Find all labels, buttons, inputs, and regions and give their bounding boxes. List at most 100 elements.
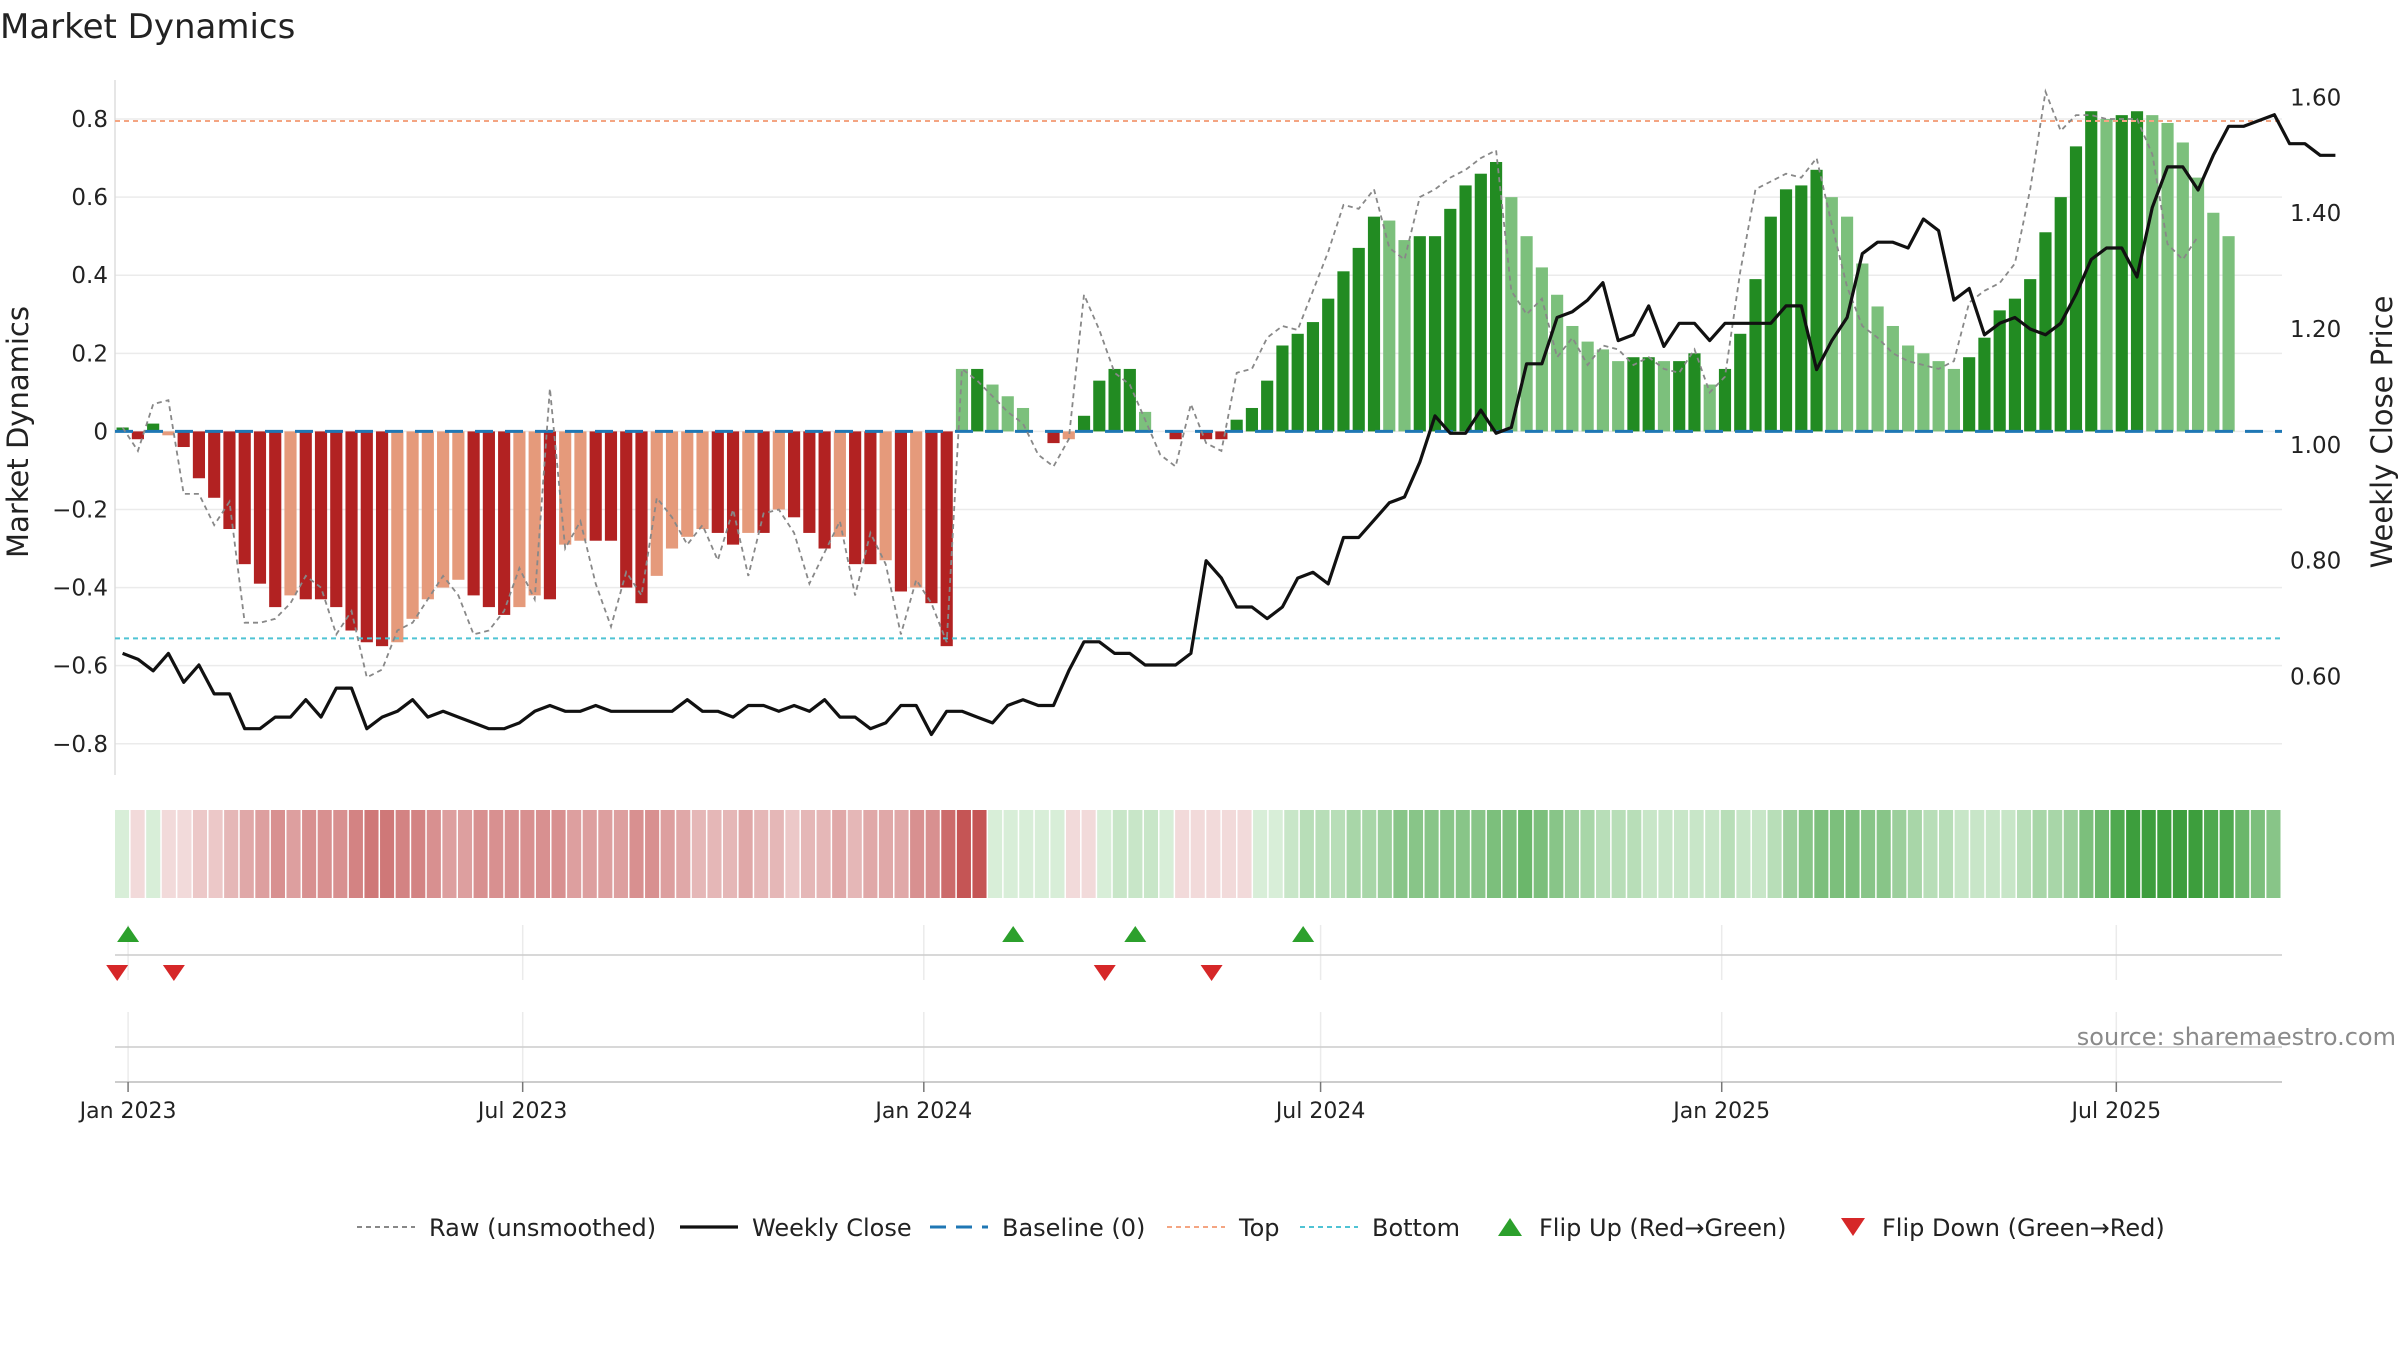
y-left-tick-label: 0.8 (71, 107, 108, 133)
bar (1886, 325, 1899, 432)
ribbon-cell (1003, 810, 1018, 898)
bar (177, 431, 190, 448)
bar (1627, 357, 1640, 432)
x-tick-label: Jul 2024 (1274, 1099, 1366, 1124)
ribbon-cell (1845, 810, 1860, 898)
x-tick-label: Jan 2025 (1671, 1099, 1770, 1124)
bar (1917, 353, 1930, 432)
bar (2069, 146, 2083, 432)
bar (299, 431, 312, 600)
flip-up-marker (1002, 926, 1025, 942)
ribbon-cell (2157, 810, 2172, 898)
bar (620, 431, 633, 588)
y-right-tick-label: 0.60 (2290, 665, 2341, 691)
ribbon-cell (1486, 810, 1502, 898)
bar (1459, 185, 1472, 432)
ribbon-cell (1970, 810, 1985, 898)
bar (498, 431, 511, 615)
bar (726, 431, 740, 545)
bar (1474, 173, 1487, 432)
bar (1245, 407, 1258, 432)
ribbon-cell (2141, 810, 2156, 898)
bar (1963, 357, 1976, 432)
ribbon-cell (1736, 810, 1751, 898)
ribbon-cell (2266, 810, 2281, 898)
ribbon-cell (1673, 810, 1689, 898)
ribbon-cell (1065, 810, 1081, 898)
ribbon-cell (1518, 810, 1533, 898)
ribbon-cell (1954, 810, 1969, 898)
bar (757, 431, 770, 533)
bar (894, 431, 907, 592)
ribbon-cell (380, 810, 395, 898)
ribbon-cell (1253, 810, 1268, 898)
ribbon-cell (863, 810, 878, 898)
ribbon-cell (1533, 810, 1548, 898)
bar (772, 431, 785, 510)
bar (1428, 236, 1442, 432)
bar (1398, 240, 1411, 432)
ribbon-cell (1549, 810, 1564, 898)
ribbon-cell (1377, 810, 1392, 898)
bar (1337, 271, 1350, 432)
y-left-tick-label: 0.6 (71, 185, 108, 211)
series-lines (121, 88, 2336, 737)
ribbon-cell (1471, 810, 1486, 898)
bar (1657, 361, 1671, 432)
bar (482, 431, 495, 608)
ribbon-cell (1128, 810, 1143, 898)
bar (2176, 142, 2189, 432)
bar (253, 431, 267, 584)
bar (421, 431, 434, 600)
bar (803, 431, 816, 533)
flip-down-marker (1093, 965, 1116, 981)
legend-label-raw: Raw (unsmoothed) (429, 1214, 656, 1242)
ribbon-cell (1346, 810, 1361, 898)
bar (467, 431, 480, 596)
bar (2115, 115, 2128, 432)
ribbon-cell (1331, 810, 1346, 898)
ribbon-cell (2079, 810, 2094, 898)
ribbon-cell (1175, 810, 1190, 898)
x-tick-label: Jan 2023 (78, 1099, 177, 1124)
bar (1383, 220, 1396, 432)
ribbon-cell (1829, 810, 1844, 898)
ribbon-cell (1502, 810, 1517, 898)
bar (360, 431, 373, 643)
legend-label-flip_down: Flip Down (Green→Red) (1882, 1214, 2165, 1242)
y-left-tick-label: −0.6 (52, 654, 108, 680)
bar (330, 431, 343, 608)
reference-lines (115, 119, 2282, 640)
bar (1047, 431, 1060, 444)
bar (2146, 115, 2159, 432)
bar (1490, 161, 1503, 432)
ribbon-cell (1689, 810, 1704, 898)
ribbon-cell (442, 810, 457, 898)
ribbon-cell (2048, 810, 2063, 898)
ribbon-cell (956, 810, 971, 898)
bar (406, 431, 419, 619)
ribbon-cell (1705, 810, 1720, 898)
bar (391, 431, 404, 643)
bar (1734, 333, 1747, 432)
bar (1413, 236, 1426, 432)
ribbon-cell (489, 810, 504, 898)
flip-down-marker (1200, 965, 1223, 981)
bar (2024, 279, 2037, 432)
flip-down-marker (106, 965, 129, 981)
legend-flip-down-swatch (1841, 1218, 1865, 1236)
bar (223, 431, 236, 530)
flip-up-marker (1124, 926, 1147, 942)
ribbon-cell (1767, 810, 1782, 898)
bar (1261, 380, 1274, 432)
bar (1825, 197, 1838, 432)
ribbon-cell (2172, 810, 2187, 898)
bar (1596, 349, 1609, 432)
ribbon-cell (535, 810, 551, 898)
ribbon-cell (1907, 810, 1922, 898)
ribbon-cell (598, 810, 613, 898)
bar (1932, 361, 1945, 432)
ribbon-cell (1393, 810, 1408, 898)
bar (1077, 415, 1091, 432)
flip-up-marker (117, 926, 140, 942)
